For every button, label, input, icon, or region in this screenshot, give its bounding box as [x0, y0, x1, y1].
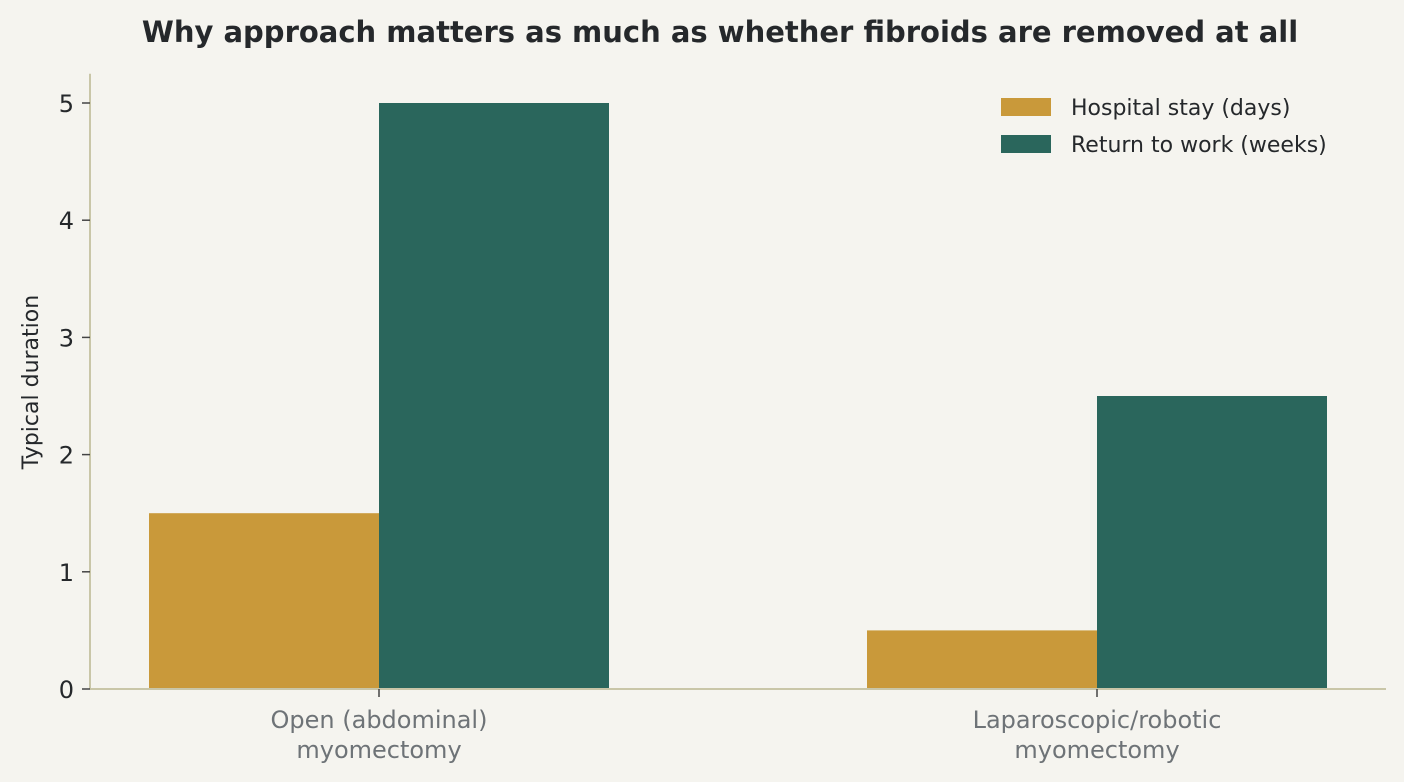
bars-group [149, 103, 1327, 689]
y-tick-label: 3 [59, 324, 74, 352]
x-tick-label: myomectomy [296, 736, 461, 764]
legend-swatch [1001, 98, 1051, 116]
legend-label: Hospital stay (days) [1071, 96, 1290, 121]
x-tick-label: myomectomy [1014, 736, 1179, 764]
legend-label: Return to work (weeks) [1071, 133, 1327, 158]
y-axis-label: Typical duration [19, 295, 44, 470]
x-tick-label: Laparoscopic/robotic [973, 706, 1222, 734]
bar-return-to-work-1 [1097, 396, 1327, 689]
legend: Hospital stay (days) Return to work (week… [1001, 96, 1327, 158]
bar-hospital-stay-1 [867, 630, 1097, 689]
bar-return-to-work-0 [379, 103, 609, 689]
y-tick-label: 2 [59, 442, 74, 470]
bar-hospital-stay-0 [149, 513, 379, 689]
y-tick-label: 0 [59, 676, 74, 704]
legend-swatch [1001, 135, 1051, 153]
x-tick-label: Open (abdominal) [271, 706, 488, 734]
y-tick-label: 4 [59, 207, 74, 235]
chart-title: Why approach matters as much as whether … [142, 15, 1298, 49]
y-tick-label: 1 [59, 559, 74, 587]
y-tick-label: 5 [59, 90, 74, 118]
